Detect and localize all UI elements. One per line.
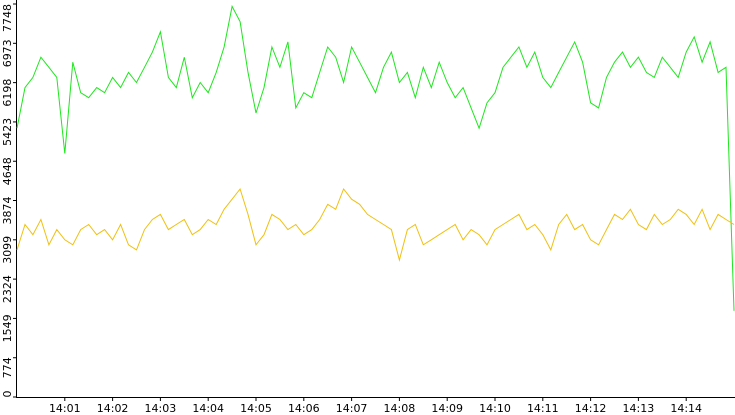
y-tick-label: 6973 (1, 39, 14, 67)
x-tick-label: 14:12 (575, 402, 607, 415)
y-tick-label: 774 (1, 357, 14, 378)
x-tick-label: 14:09 (431, 402, 463, 415)
series-line (16, 4, 735, 311)
y-tick-label: 5423 (1, 118, 14, 146)
y-tick-label: 3874 (1, 197, 14, 225)
x-tick-label: 14:03 (145, 402, 177, 415)
y-tick-label: 1549 (1, 314, 14, 342)
y-tick-label: 0 (1, 391, 14, 398)
x-tick-label: 14:05 (240, 402, 272, 415)
x-tick-label: 14:01 (49, 402, 81, 415)
x-tick-label: 14:04 (192, 402, 224, 415)
x-tick-label: 14:10 (479, 402, 511, 415)
x-tick-label: 14:06 (288, 402, 320, 415)
x-tick-label: 14:13 (623, 402, 655, 415)
x-tick-label: 14:02 (97, 402, 129, 415)
y-tick-label: 3099 (1, 236, 14, 264)
y-tick-label: 2324 (1, 275, 14, 303)
series-line (16, 187, 735, 262)
y-tick-label: 6198 (1, 79, 14, 107)
x-tick-label: 14:14 (670, 402, 702, 415)
x-tick-label: 14:11 (527, 402, 559, 415)
x-tick-label: 14:08 (384, 402, 416, 415)
y-tick-label: 4648 (1, 157, 14, 185)
y-tick-label: 7748 (1, 4, 14, 32)
x-tick-label: 14:07 (336, 402, 368, 415)
